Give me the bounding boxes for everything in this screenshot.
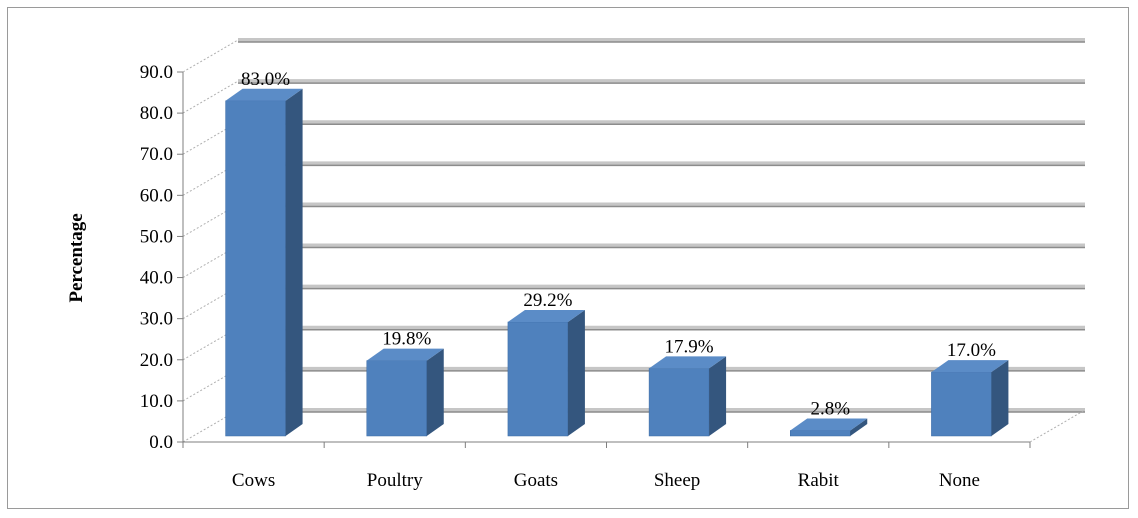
bar-front <box>931 371 992 437</box>
x-tick-label: Cows <box>232 470 275 491</box>
x-tick-label: None <box>939 470 980 491</box>
bar-top <box>225 88 303 101</box>
bar-top <box>507 309 585 322</box>
data-label: 2.8% <box>810 398 850 419</box>
y-axis-tick-labels: 0.0 10.0 20.0 30.0 40.0 50.0 60.0 70.0 80.0 90.0 <box>140 62 173 453</box>
x-tick-label: Rabit <box>798 470 840 491</box>
data-label: 17.0% <box>947 340 996 361</box>
bar <box>790 418 868 437</box>
y-tick-label: 10.0 <box>140 391 173 412</box>
y-tick-label: 80.0 <box>140 103 173 124</box>
bar-side <box>285 88 303 437</box>
data-labels: 83.0% 19.8% 29.2% 17.9% 2.8% 17.0% <box>241 69 996 420</box>
y-tick-label: 70.0 <box>140 144 173 165</box>
bar-front <box>507 321 569 437</box>
bar-side <box>850 418 868 436</box>
bar-side <box>426 348 444 436</box>
gridline-diagonal <box>182 80 239 114</box>
bar-top <box>649 356 727 369</box>
x-tick-label: Goats <box>514 470 558 491</box>
bar-front <box>790 430 851 437</box>
bar <box>225 88 303 437</box>
data-label: 83.0% <box>241 69 290 90</box>
x-tick-label: Sheep <box>654 470 700 491</box>
axis-lines <box>177 71 1086 448</box>
data-label: 17.9% <box>665 336 714 357</box>
bar <box>366 348 444 437</box>
y-tick-label: 30.0 <box>140 309 173 330</box>
y-tick-label: 60.0 <box>140 185 173 206</box>
bar-front <box>366 360 427 437</box>
y-tick-label: 40.0 <box>140 268 173 289</box>
y-tick-label: 20.0 <box>140 350 173 371</box>
bar <box>931 360 1009 437</box>
bar <box>648 356 727 437</box>
x-tick-label: Poultry <box>367 470 423 491</box>
bar-side <box>709 356 727 436</box>
y-tick-label: 90.0 <box>140 62 173 83</box>
bar <box>507 309 585 437</box>
bar-top <box>790 418 868 431</box>
bar-front <box>225 100 286 437</box>
gridline-diagonal <box>182 39 239 73</box>
bar-front <box>648 368 710 437</box>
y-axis-title: Percentage <box>66 213 87 302</box>
data-label: 19.8% <box>382 329 431 350</box>
y-tick-label: 0.0 <box>149 432 173 453</box>
bar-top <box>366 348 444 361</box>
bar-top <box>931 360 1009 373</box>
bars <box>225 88 1009 437</box>
bar-side <box>567 309 585 436</box>
data-label: 29.2% <box>523 290 572 311</box>
floor-right-edge <box>1029 409 1086 443</box>
bar-side <box>991 360 1009 436</box>
y-tick-label: 50.0 <box>140 226 173 247</box>
x-axis-tick-labels: Cows Poultry Goats Sheep Rabit None <box>232 470 980 491</box>
